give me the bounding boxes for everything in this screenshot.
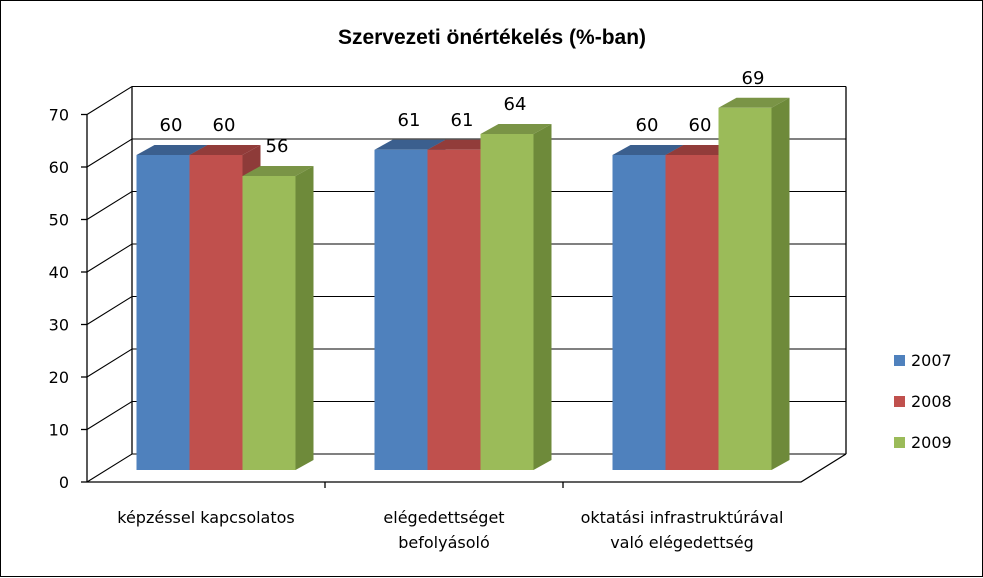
x-category-label: befolyásoló	[398, 533, 490, 552]
bar-side	[533, 124, 552, 470]
bar-top	[612, 145, 684, 155]
bar-side	[295, 166, 314, 470]
chart-title: Szervezeti önértékelés (%-ban)	[338, 26, 646, 49]
legend-label: 2008	[911, 392, 952, 411]
bar-2007-2	[374, 149, 428, 470]
legend-swatch-2009	[894, 437, 905, 448]
chart-labels: 0 10 20 30 40 50 60 70 60 60 56 61 61 64 60 60 69 képzéss…	[49, 68, 784, 552]
legend-label: 2007	[911, 351, 952, 370]
bar-2009-2	[480, 134, 534, 470]
data-label: 60	[636, 115, 659, 136]
y-tick-label: 10	[49, 421, 69, 440]
data-label: 60	[689, 115, 712, 136]
bar-2009-1	[242, 176, 296, 470]
chart-legend: 2007 2008 2009	[894, 351, 952, 452]
bar-2008-3	[665, 155, 719, 470]
bar-2008-1	[189, 155, 243, 470]
data-label: 64	[504, 94, 527, 115]
y-tick-label: 50	[49, 211, 69, 230]
bar-2007-1	[136, 155, 190, 470]
y-tick-label: 20	[49, 368, 69, 387]
y-tick-label: 70	[49, 106, 69, 125]
bar-top	[718, 97, 790, 108]
x-category-label: képzéssel kapcsolatos	[117, 508, 295, 527]
data-label: 61	[451, 110, 474, 131]
bar-2009-3	[718, 107, 772, 470]
bar-top	[189, 145, 261, 155]
bar-top	[242, 166, 314, 176]
y-tick-label: 60	[49, 158, 69, 177]
data-label: 56	[266, 136, 289, 157]
data-label: 61	[398, 110, 421, 131]
data-label: 60	[213, 115, 236, 136]
legend-swatch-2008	[894, 396, 905, 407]
y-tick-label: 40	[49, 263, 69, 282]
chart-bars	[136, 97, 790, 470]
bar-top	[480, 124, 552, 134]
chart-axes	[81, 86, 847, 488]
bar-side	[771, 97, 790, 470]
y-tick-label: 30	[49, 316, 69, 335]
data-label: 69	[742, 68, 765, 89]
bar-top	[374, 139, 446, 150]
legend-swatch-2007	[894, 355, 905, 366]
data-label: 60	[160, 115, 183, 136]
x-category-label: oktatási infrastruktúrával	[581, 508, 784, 527]
x-category-label: való elégedettség	[610, 533, 754, 552]
x-category-label: elégedettséget	[383, 508, 504, 527]
bar-2007-3	[612, 155, 666, 470]
legend-label: 2009	[911, 433, 952, 452]
y-tick-label: 0	[59, 473, 69, 492]
bar-top	[136, 145, 208, 155]
bar-2008-2	[427, 149, 481, 470]
